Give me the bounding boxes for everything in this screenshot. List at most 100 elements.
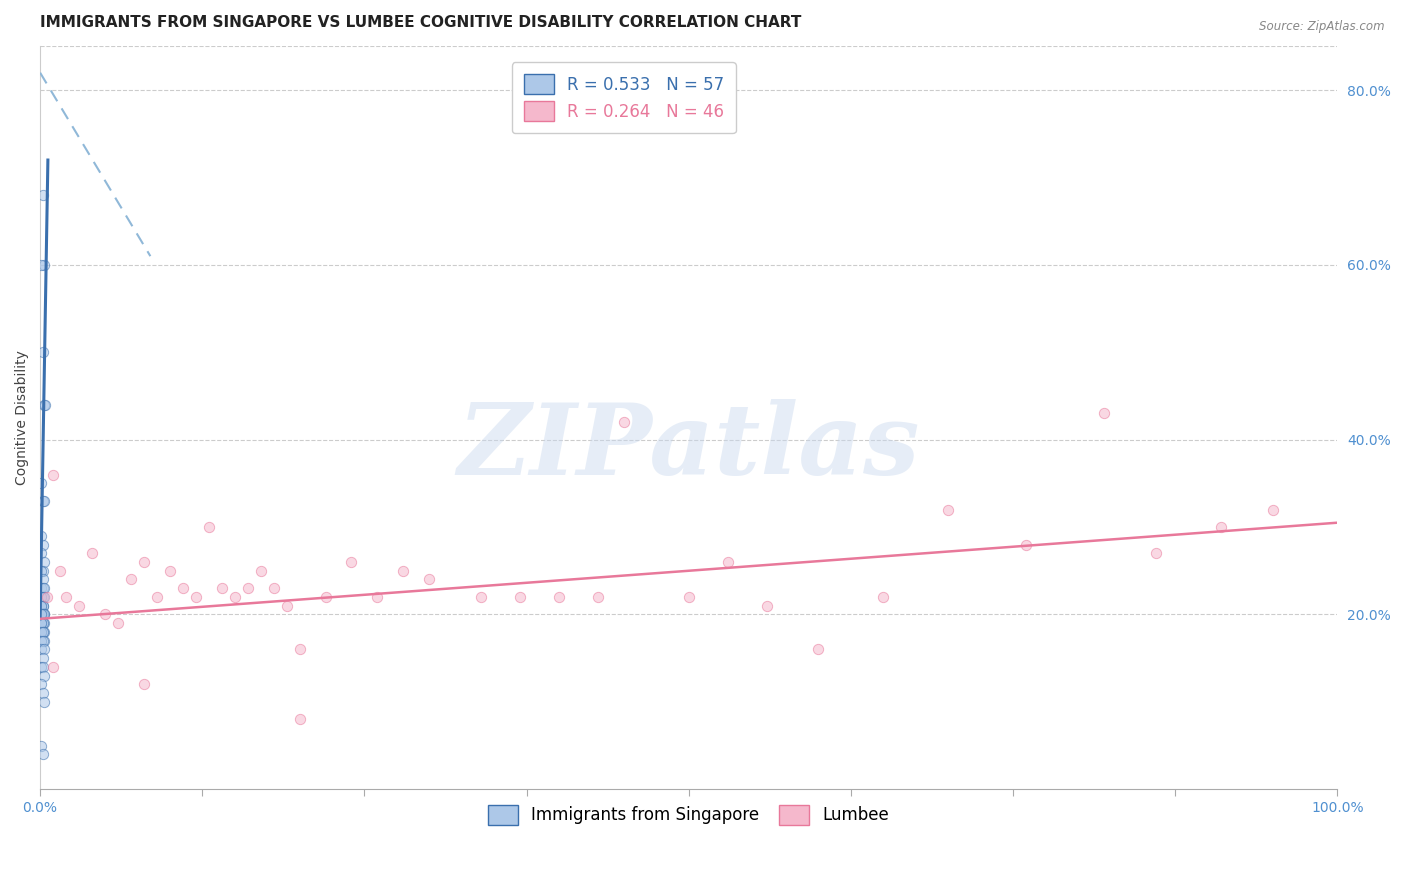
Point: [31, 616, 53, 631]
Point: [249, 564, 271, 578]
Point: [30, 599, 52, 613]
Point: [1092, 407, 1115, 421]
Point: [30, 660, 52, 674]
Point: [30, 624, 52, 639]
Point: [48, 564, 70, 578]
Point: [755, 599, 778, 613]
Point: [30, 476, 52, 491]
Point: [35, 590, 58, 604]
Point: [32, 581, 55, 595]
Legend: Immigrants from Singapore, Lumbee: Immigrants from Singapore, Lumbee: [477, 793, 901, 837]
Point: [32, 607, 55, 622]
Point: [32, 633, 55, 648]
Point: [32, 258, 55, 272]
Point: [67, 599, 90, 613]
Point: [30, 258, 52, 272]
Point: [32, 616, 55, 631]
Point: [1144, 546, 1167, 560]
Y-axis label: Cognitive Disability: Cognitive Disability: [15, 351, 30, 485]
Point: [717, 555, 740, 569]
Point: [32, 607, 55, 622]
Point: [184, 590, 207, 604]
Point: [315, 590, 337, 604]
Point: [31, 686, 53, 700]
Point: [30, 546, 52, 560]
Point: [224, 590, 246, 604]
Point: [613, 415, 636, 429]
Point: [31, 624, 53, 639]
Point: [34, 398, 56, 412]
Point: [32, 590, 55, 604]
Point: [31, 599, 53, 613]
Point: [1209, 520, 1232, 534]
Point: [30, 581, 52, 595]
Point: [120, 573, 142, 587]
Point: [392, 564, 415, 578]
Point: [30, 590, 52, 604]
Point: [32, 695, 55, 709]
Point: [30, 739, 52, 753]
Point: [31, 590, 53, 604]
Point: [42, 660, 65, 674]
Point: [31, 188, 53, 202]
Point: [30, 607, 52, 622]
Point: [236, 581, 259, 595]
Point: [32, 642, 55, 657]
Point: [107, 616, 129, 631]
Point: [31, 651, 53, 665]
Point: [263, 581, 285, 595]
Point: [1261, 502, 1284, 516]
Point: [159, 564, 181, 578]
Point: [31, 660, 53, 674]
Point: [288, 712, 311, 726]
Point: [418, 573, 440, 587]
Point: [32, 493, 55, 508]
Point: [31, 537, 53, 551]
Point: [31, 633, 53, 648]
Point: [31, 624, 53, 639]
Point: [31, 607, 53, 622]
Point: [31, 581, 53, 595]
Point: [340, 555, 363, 569]
Point: [31, 345, 53, 359]
Point: [509, 590, 531, 604]
Point: [30, 677, 52, 691]
Point: [586, 590, 609, 604]
Point: [30, 590, 52, 604]
Point: [132, 677, 155, 691]
Point: [32, 555, 55, 569]
Point: [132, 555, 155, 569]
Point: [197, 520, 219, 534]
Point: [31, 564, 53, 578]
Point: [678, 590, 700, 604]
Point: [807, 642, 830, 657]
Point: [146, 590, 169, 604]
Point: [32, 624, 55, 639]
Point: [872, 590, 894, 604]
Point: [1015, 537, 1038, 551]
Text: IMMIGRANTS FROM SINGAPORE VS LUMBEE COGNITIVE DISABILITY CORRELATION CHART: IMMIGRANTS FROM SINGAPORE VS LUMBEE COGN…: [41, 15, 801, 30]
Point: [31, 493, 53, 508]
Point: [31, 599, 53, 613]
Point: [172, 581, 194, 595]
Point: [31, 616, 53, 631]
Point: [288, 642, 311, 657]
Point: [30, 616, 52, 631]
Point: [55, 590, 77, 604]
Point: [31, 607, 53, 622]
Point: [30, 607, 52, 622]
Point: [548, 590, 571, 604]
Point: [30, 564, 52, 578]
Point: [30, 529, 52, 543]
Point: [30, 607, 52, 622]
Point: [470, 590, 492, 604]
Point: [30, 599, 52, 613]
Point: [94, 607, 117, 622]
Point: [42, 467, 65, 482]
Point: [31, 573, 53, 587]
Point: [32, 668, 55, 682]
Point: [31, 747, 53, 762]
Point: [211, 581, 233, 595]
Point: [936, 502, 959, 516]
Point: [30, 642, 52, 657]
